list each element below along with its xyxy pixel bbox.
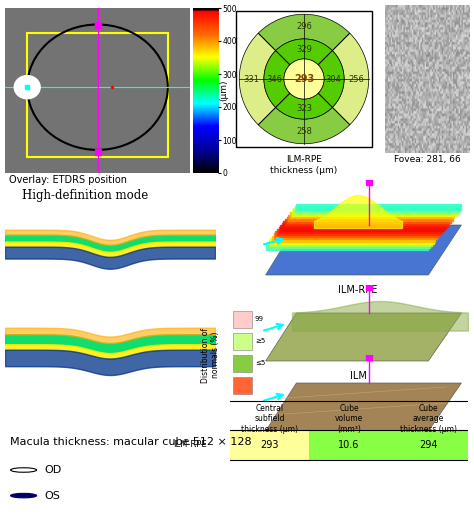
- Text: ILM-RPE
thickness (μm): ILM-RPE thickness (μm): [270, 155, 337, 175]
- Circle shape: [284, 59, 324, 99]
- Text: 329: 329: [296, 45, 312, 54]
- Text: 293: 293: [260, 440, 279, 450]
- Text: 323: 323: [296, 104, 312, 113]
- Text: OS: OS: [45, 491, 60, 500]
- Bar: [230, 430, 310, 460]
- Polygon shape: [265, 313, 461, 361]
- Polygon shape: [265, 383, 461, 431]
- Bar: [16, 260, 43, 281]
- Wedge shape: [239, 33, 276, 125]
- Circle shape: [14, 76, 40, 99]
- Text: I: I: [13, 394, 16, 404]
- Bar: [233, 311, 252, 328]
- Wedge shape: [318, 51, 344, 107]
- Circle shape: [10, 493, 36, 498]
- Text: 331: 331: [244, 75, 260, 83]
- Text: ILM: ILM: [349, 371, 366, 381]
- Text: 258: 258: [296, 127, 312, 136]
- Text: ILM-RPE: ILM-RPE: [338, 285, 378, 295]
- Text: ≤5: ≤5: [255, 360, 265, 366]
- Text: (μm): (μm): [219, 80, 228, 101]
- Text: ≥5: ≥5: [255, 338, 265, 344]
- Text: High-definition mode: High-definition mode: [22, 190, 148, 203]
- Text: 99: 99: [255, 316, 264, 322]
- Bar: [310, 430, 389, 460]
- Bar: [233, 377, 252, 394]
- Text: OD: OD: [45, 465, 62, 475]
- Wedge shape: [276, 93, 332, 119]
- Polygon shape: [265, 225, 461, 275]
- Text: Overlay: ETDRS position: Overlay: ETDRS position: [9, 175, 127, 185]
- Text: S: S: [13, 304, 18, 313]
- Wedge shape: [332, 33, 369, 125]
- Wedge shape: [264, 51, 290, 107]
- Text: ILM-RPE: ILM-RPE: [173, 440, 207, 450]
- Bar: [389, 430, 468, 460]
- Bar: [233, 333, 252, 350]
- Text: Distribution of
normals (%): Distribution of normals (%): [201, 327, 220, 383]
- Wedge shape: [258, 15, 350, 51]
- Bar: [27, 33, 168, 156]
- Circle shape: [10, 468, 36, 472]
- Bar: [17, 373, 28, 399]
- Text: 10.6: 10.6: [338, 440, 360, 450]
- Text: Cube
volume
(mm³): Cube volume (mm³): [335, 404, 363, 434]
- Wedge shape: [258, 107, 350, 144]
- Text: 296: 296: [296, 22, 312, 31]
- Bar: [13, 369, 38, 402]
- Text: 293: 293: [294, 74, 314, 84]
- Text: Macula thickness: macular cube 512 × 128: Macula thickness: macular cube 512 × 128: [9, 437, 251, 447]
- Text: 304: 304: [325, 75, 341, 83]
- Wedge shape: [276, 39, 332, 65]
- Text: Cube
average
thickness (μm): Cube average thickness (μm): [400, 404, 457, 434]
- Text: N: N: [36, 276, 42, 285]
- Text: Fovea: 281, 66: Fovea: 281, 66: [394, 155, 461, 164]
- Text: RPE: RPE: [348, 441, 367, 451]
- Text: 256: 256: [348, 75, 365, 83]
- Text: 346: 346: [267, 75, 283, 83]
- Text: 294: 294: [419, 440, 438, 450]
- Text: Central
subfield
thickness (μm): Central subfield thickness (μm): [241, 404, 298, 434]
- Bar: [233, 355, 252, 372]
- Text: T: T: [194, 276, 199, 285]
